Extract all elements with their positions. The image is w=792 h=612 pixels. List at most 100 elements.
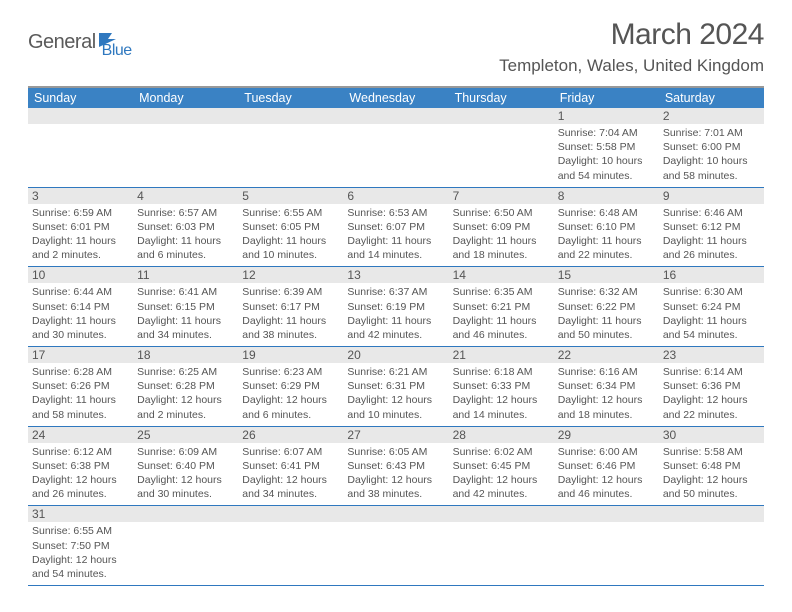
week-row: 24Sunrise: 6:12 AMSunset: 6:38 PMDayligh… [28,427,764,507]
day-cell: 1Sunrise: 7:04 AMSunset: 5:58 PMDaylight… [554,108,659,187]
day-number: 10 [28,267,133,283]
day-detail: Sunrise: 6:59 AM [32,206,129,220]
day-number [28,108,133,124]
month-title: March 2024 [499,18,764,52]
day-cell [343,108,448,187]
day-detail: and 38 minutes. [242,328,339,342]
day-number: 9 [659,188,764,204]
day-detail: Daylight: 12 hours [558,473,655,487]
day-number [449,506,554,522]
day-cell [238,506,343,585]
day-detail: Sunset: 6:09 PM [453,220,550,234]
weekday-header: Sunday [28,88,133,108]
calendar-page: General Blue March 2024 Templeton, Wales… [0,0,792,586]
day-cell: 6Sunrise: 6:53 AMSunset: 6:07 PMDaylight… [343,188,448,267]
day-detail: Sunrise: 6:44 AM [32,285,129,299]
day-cell: 9Sunrise: 6:46 AMSunset: 6:12 PMDaylight… [659,188,764,267]
day-number: 26 [238,427,343,443]
day-detail: and 38 minutes. [347,487,444,501]
day-cell: 2Sunrise: 7:01 AMSunset: 6:00 PMDaylight… [659,108,764,187]
day-detail: Sunrise: 6:41 AM [137,285,234,299]
day-detail: Sunset: 6:24 PM [663,300,760,314]
day-cell: 18Sunrise: 6:25 AMSunset: 6:28 PMDayligh… [133,347,238,426]
day-detail: and 50 minutes. [558,328,655,342]
day-detail: Sunset: 6:29 PM [242,379,339,393]
day-detail: Daylight: 12 hours [663,473,760,487]
day-detail: Daylight: 12 hours [453,393,550,407]
day-detail: and 42 minutes. [347,328,444,342]
location: Templeton, Wales, United Kingdom [499,56,764,76]
day-detail: Sunrise: 6:28 AM [32,365,129,379]
weekday-row: SundayMondayTuesdayWednesdayThursdayFrid… [28,88,764,108]
day-detail: Daylight: 12 hours [32,473,129,487]
day-detail: Daylight: 12 hours [242,393,339,407]
day-number: 20 [343,347,448,363]
day-detail: Daylight: 12 hours [347,393,444,407]
day-detail: Sunset: 6:36 PM [663,379,760,393]
week-row: 17Sunrise: 6:28 AMSunset: 6:26 PMDayligh… [28,347,764,427]
day-detail: Daylight: 11 hours [558,314,655,328]
calendar: SundayMondayTuesdayWednesdayThursdayFrid… [28,86,764,586]
day-number: 23 [659,347,764,363]
day-cell [554,506,659,585]
day-number: 22 [554,347,659,363]
day-cell [133,108,238,187]
day-detail: Sunrise: 5:58 AM [663,445,760,459]
day-detail: Sunrise: 6:18 AM [453,365,550,379]
day-cell: 7Sunrise: 6:50 AMSunset: 6:09 PMDaylight… [449,188,554,267]
day-cell: 10Sunrise: 6:44 AMSunset: 6:14 PMDayligh… [28,267,133,346]
day-detail: Sunset: 6:38 PM [32,459,129,473]
day-detail: Sunset: 6:05 PM [242,220,339,234]
day-detail: Sunrise: 6:53 AM [347,206,444,220]
day-detail: Sunrise: 6:21 AM [347,365,444,379]
day-number: 1 [554,108,659,124]
day-cell [238,108,343,187]
day-detail: and 6 minutes. [242,408,339,422]
day-detail: and 2 minutes. [137,408,234,422]
day-cell: 31Sunrise: 6:55 AMSunset: 7:50 PMDayligh… [28,506,133,585]
day-detail: Daylight: 11 hours [242,314,339,328]
week-row: 10Sunrise: 6:44 AMSunset: 6:14 PMDayligh… [28,267,764,347]
day-cell: 15Sunrise: 6:32 AMSunset: 6:22 PMDayligh… [554,267,659,346]
day-detail: Daylight: 12 hours [137,473,234,487]
day-number: 18 [133,347,238,363]
day-detail: Daylight: 11 hours [137,234,234,248]
day-number: 17 [28,347,133,363]
day-cell: 5Sunrise: 6:55 AMSunset: 6:05 PMDaylight… [238,188,343,267]
day-detail: and 18 minutes. [453,248,550,262]
day-detail: Sunrise: 6:00 AM [558,445,655,459]
day-detail: and 22 minutes. [558,248,655,262]
day-detail: and 14 minutes. [453,408,550,422]
day-detail: and 10 minutes. [347,408,444,422]
day-detail: and 46 minutes. [558,487,655,501]
day-detail: and 58 minutes. [32,408,129,422]
day-number [343,506,448,522]
day-detail: Sunset: 6:15 PM [137,300,234,314]
day-detail: Sunset: 6:21 PM [453,300,550,314]
day-detail: Sunset: 6:22 PM [558,300,655,314]
day-detail: and 26 minutes. [32,487,129,501]
day-detail: Sunrise: 6:39 AM [242,285,339,299]
day-cell: 27Sunrise: 6:05 AMSunset: 6:43 PMDayligh… [343,427,448,506]
day-detail: Daylight: 11 hours [347,314,444,328]
day-detail: and 58 minutes. [663,169,760,183]
day-number: 28 [449,427,554,443]
day-detail: Daylight: 11 hours [32,314,129,328]
weekday-header: Thursday [449,88,554,108]
day-cell: 25Sunrise: 6:09 AMSunset: 6:40 PMDayligh… [133,427,238,506]
logo-text-general: General [28,31,96,54]
day-number: 27 [343,427,448,443]
weekday-header: Monday [133,88,238,108]
day-number: 4 [133,188,238,204]
day-detail: Sunrise: 6:46 AM [663,206,760,220]
day-number: 7 [449,188,554,204]
day-detail: Sunrise: 6:37 AM [347,285,444,299]
weeks-container: 1Sunrise: 7:04 AMSunset: 5:58 PMDaylight… [28,108,764,586]
day-cell [659,506,764,585]
day-detail: Sunset: 6:17 PM [242,300,339,314]
day-detail: Sunset: 6:33 PM [453,379,550,393]
logo: General Blue [28,24,132,60]
day-cell: 3Sunrise: 6:59 AMSunset: 6:01 PMDaylight… [28,188,133,267]
day-detail: Sunrise: 6:05 AM [347,445,444,459]
day-detail: Sunset: 6:48 PM [663,459,760,473]
